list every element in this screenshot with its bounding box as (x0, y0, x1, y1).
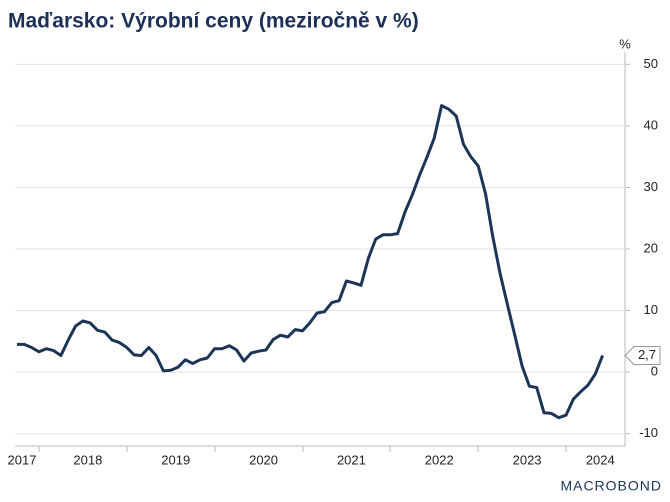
y-tick-label: -10 (639, 425, 658, 440)
x-tick-label: 2024 (586, 452, 615, 467)
x-tick-label: 2018 (73, 452, 102, 467)
value-label: 2,7 (638, 347, 656, 362)
x-tick-label: 2021 (337, 452, 366, 467)
y-tick-label: 10 (644, 302, 658, 317)
year-separators (38, 446, 567, 452)
x-tick-label: 2019 (161, 452, 190, 467)
y-unit: % (619, 36, 631, 51)
logo: MACROBOND (560, 478, 662, 494)
y-tick-label: 50 (644, 56, 658, 71)
y-tick-label: 40 (644, 117, 658, 132)
value-label-box (624, 346, 661, 366)
chart-title: Maďarsko: Výrobní ceny (meziročně v %) (8, 10, 419, 33)
y-tick-label: 0 (651, 364, 658, 379)
line (17, 104, 604, 420)
y-tick-label: 30 (644, 179, 658, 194)
x-tick-label: 2020 (249, 452, 278, 467)
x-tick-label: 2023 (513, 452, 542, 467)
x-tick-label: 2017 (8, 452, 37, 467)
y-tick-label: 20 (644, 240, 658, 255)
x-tick-label: 2022 (425, 452, 454, 467)
